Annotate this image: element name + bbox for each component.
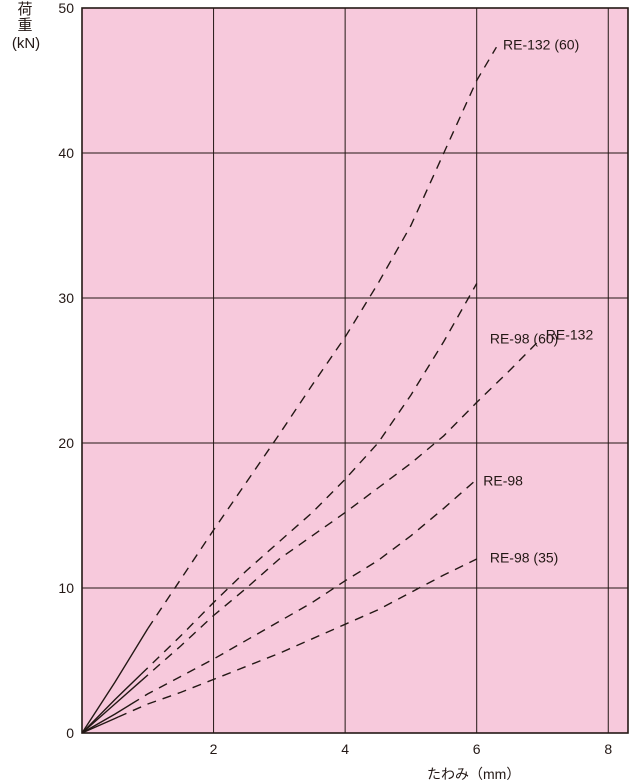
y-tick-label-40: 40 [58,145,74,161]
x-tick-label-4: 4 [341,741,349,757]
y-tick-label-30: 30 [58,290,74,306]
annotation-label-3: RE-132 [546,326,594,342]
annotation-label-4: RE-98 [483,473,523,489]
y-tick-label-20: 20 [58,435,74,451]
plot-area [82,8,628,733]
x-tick-label-8: 8 [604,741,612,757]
y-tick-label-10: 10 [58,580,74,596]
annotation-label-5: RE-98 (35) [490,550,558,566]
annotation-label-1: RE-132 (60) [503,36,579,52]
x-tick-label-2: 2 [210,741,218,757]
x-tick-label-6: 6 [473,741,481,757]
y-tick-label-0: 0 [66,725,74,741]
y-tick-label-50: 50 [58,0,74,16]
